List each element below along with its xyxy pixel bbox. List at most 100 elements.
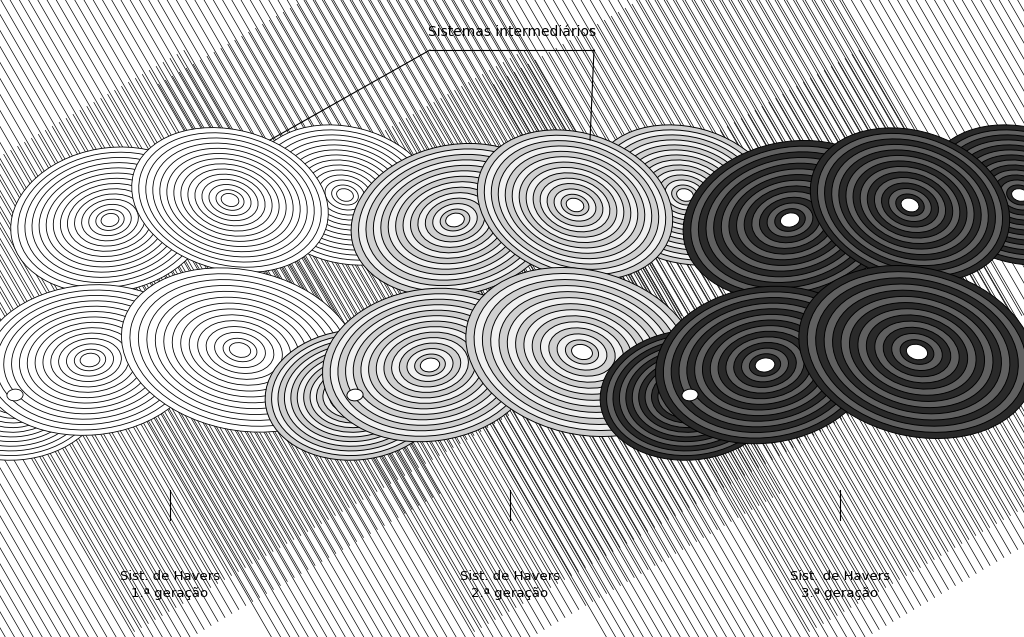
Ellipse shape [153,143,307,257]
Ellipse shape [736,180,844,260]
Ellipse shape [816,278,1018,426]
Ellipse shape [366,154,544,285]
Ellipse shape [181,164,280,236]
Ellipse shape [687,309,843,421]
Ellipse shape [698,152,882,288]
Ellipse shape [665,376,716,413]
Ellipse shape [741,348,788,382]
Ellipse shape [96,210,124,231]
Ellipse shape [202,179,258,220]
Ellipse shape [655,286,874,444]
Ellipse shape [348,390,361,399]
Ellipse shape [734,343,797,387]
Ellipse shape [757,359,773,371]
Ellipse shape [903,199,918,210]
Ellipse shape [0,353,73,437]
Ellipse shape [229,343,251,357]
Ellipse shape [760,197,820,243]
Ellipse shape [677,385,702,404]
Ellipse shape [445,213,464,227]
Ellipse shape [866,315,968,389]
Ellipse shape [221,194,239,206]
Ellipse shape [679,303,851,427]
Ellipse shape [547,183,603,227]
Text: Sist. de Havers
2.ª geração: Sist. de Havers 2.ª geração [460,570,560,600]
Ellipse shape [189,315,291,385]
Ellipse shape [867,172,952,238]
Text: Sist. de Havers
1.ª geração: Sist. de Havers 1.ª geração [120,570,220,600]
Ellipse shape [706,157,873,282]
Ellipse shape [216,190,244,210]
Ellipse shape [651,170,719,220]
Ellipse shape [824,139,995,271]
Ellipse shape [901,198,919,212]
Ellipse shape [554,189,596,221]
Ellipse shape [172,303,308,397]
Ellipse shape [482,280,682,424]
Ellipse shape [330,294,529,436]
Ellipse shape [8,390,22,399]
Ellipse shape [0,290,191,430]
Ellipse shape [613,339,767,451]
Ellipse shape [285,150,406,240]
Ellipse shape [347,389,364,401]
Ellipse shape [908,346,926,358]
Ellipse shape [889,189,932,222]
Ellipse shape [7,389,24,401]
Ellipse shape [561,194,589,216]
Ellipse shape [678,190,691,200]
Ellipse shape [422,359,437,371]
Ellipse shape [0,334,98,455]
Ellipse shape [526,168,624,243]
Ellipse shape [447,215,463,225]
Ellipse shape [278,339,432,451]
Ellipse shape [0,348,79,441]
Ellipse shape [477,130,673,280]
Ellipse shape [60,183,160,257]
Ellipse shape [271,140,419,250]
Ellipse shape [223,338,257,362]
Ellipse shape [625,150,745,240]
Ellipse shape [67,344,114,376]
Ellipse shape [474,273,690,431]
Ellipse shape [645,362,735,427]
Ellipse shape [967,155,1024,235]
Ellipse shape [0,381,34,409]
Ellipse shape [297,353,413,437]
Ellipse shape [846,155,974,255]
Ellipse shape [298,160,392,230]
Ellipse shape [959,150,1024,240]
Ellipse shape [353,310,507,420]
Ellipse shape [850,303,984,401]
Ellipse shape [80,354,100,367]
Ellipse shape [395,176,514,264]
Ellipse shape [683,141,897,299]
Ellipse shape [729,175,851,266]
Ellipse shape [927,125,1024,265]
Ellipse shape [0,330,104,460]
Ellipse shape [606,334,773,455]
Ellipse shape [265,135,425,255]
Ellipse shape [892,333,942,371]
Ellipse shape [420,358,439,372]
Ellipse shape [702,320,827,410]
Ellipse shape [338,299,522,431]
Ellipse shape [987,170,1024,220]
Ellipse shape [677,189,693,201]
Ellipse shape [403,182,507,258]
Ellipse shape [209,185,251,215]
Ellipse shape [35,322,144,397]
Ellipse shape [1014,190,1024,200]
Ellipse shape [882,183,938,227]
Ellipse shape [195,174,265,226]
Ellipse shape [323,289,538,441]
Ellipse shape [360,316,499,414]
Ellipse shape [782,214,798,225]
Ellipse shape [752,192,828,248]
Ellipse shape [384,332,476,398]
Ellipse shape [223,195,237,205]
Ellipse shape [499,146,651,264]
Ellipse shape [600,330,780,460]
Ellipse shape [568,199,582,210]
Ellipse shape [549,328,615,376]
